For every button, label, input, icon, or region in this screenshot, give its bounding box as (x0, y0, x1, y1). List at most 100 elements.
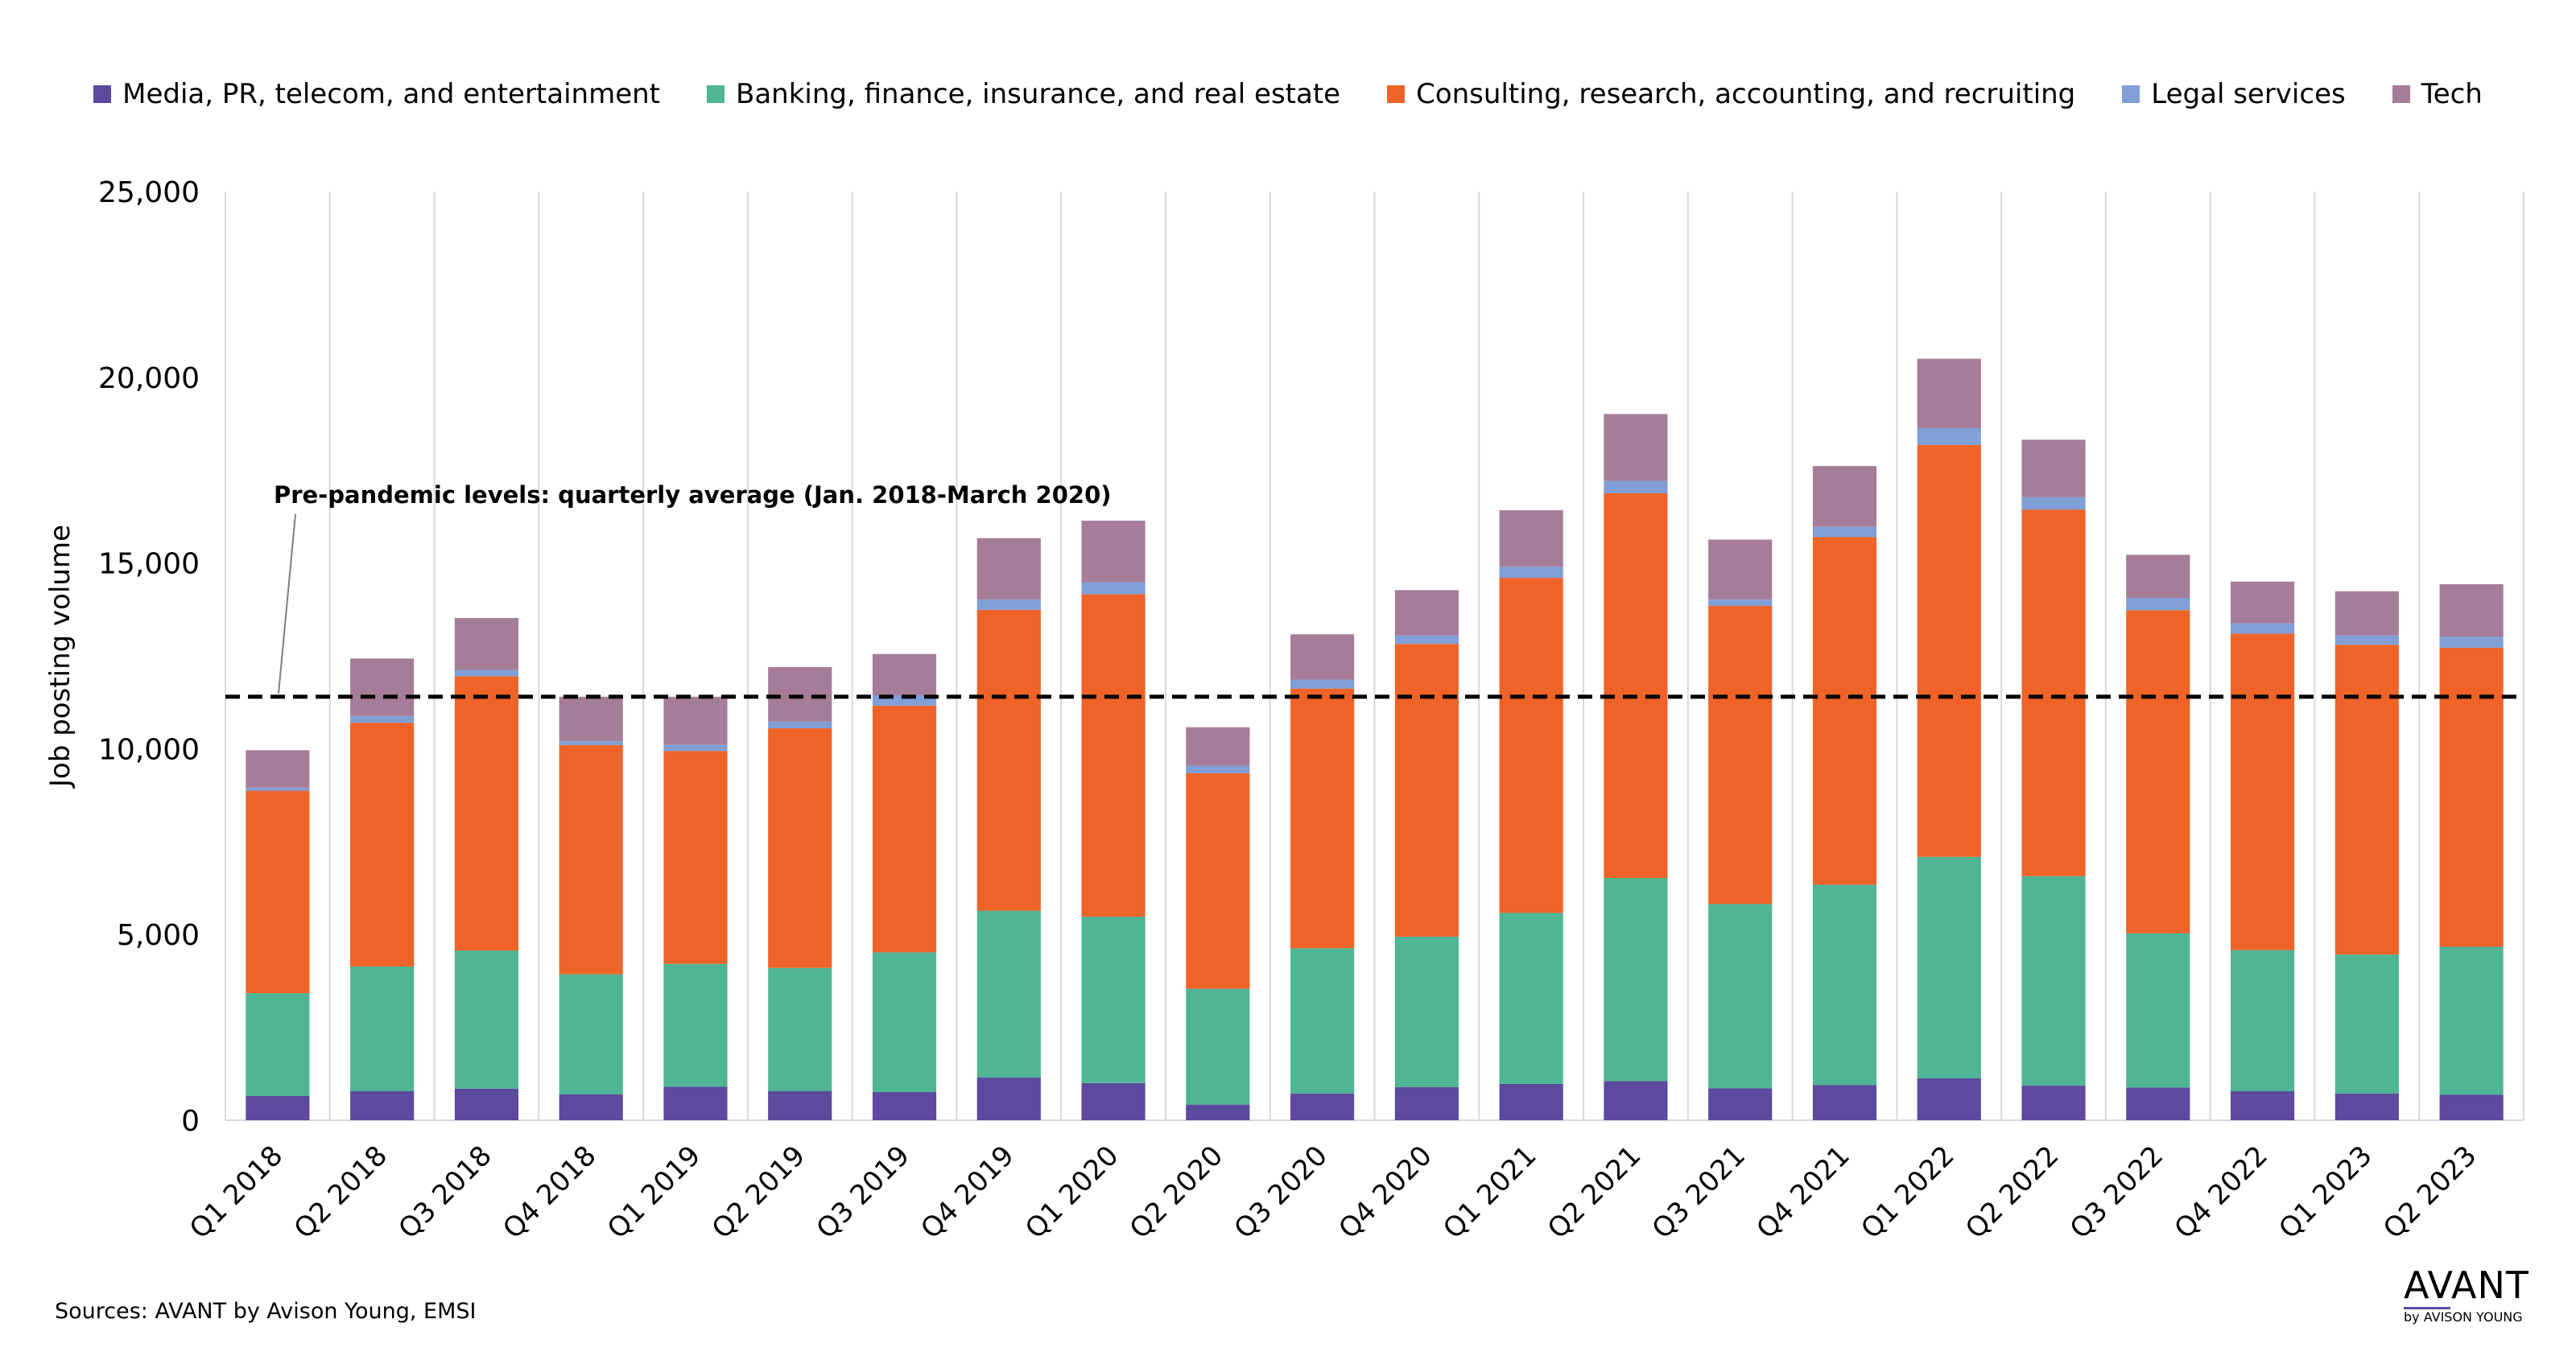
bar-segment (559, 974, 623, 1094)
legend-item: Legal services (2122, 78, 2346, 110)
bar-segment (559, 696, 623, 742)
bar-segment (2230, 633, 2295, 950)
bar-segment (2439, 647, 2504, 947)
logo-underline (2404, 1307, 2450, 1309)
x-tick-label: Q3 2022 (2064, 1140, 2169, 1245)
legend-label: Media, PR, telecom, and entertainment (122, 78, 661, 110)
x-tick-label: Q3 2021 (1646, 1140, 1752, 1245)
bar-segment (1290, 948, 1355, 1094)
bar-segment (2334, 635, 2399, 645)
bar-segment (454, 950, 519, 1089)
bar-segment (768, 666, 832, 722)
x-tick-label: Q3 2020 (1228, 1140, 1334, 1245)
bar-segment (1812, 466, 1877, 527)
bar-segment (1917, 358, 1981, 429)
bar-segment (2230, 950, 2295, 1091)
x-tick-label: Q2 2022 (1959, 1140, 2065, 1245)
bar-segment (1290, 634, 1355, 680)
bar-segment (976, 609, 1041, 911)
bar-segment (1394, 635, 1459, 645)
y-tick-label: 25,000 (98, 176, 200, 209)
bar-segment (1499, 578, 1563, 913)
bars (246, 358, 2504, 1120)
bar-segment (1708, 1088, 1773, 1120)
bar-segment (1290, 1093, 1355, 1120)
bar-segment (872, 705, 937, 953)
bar-segment (1394, 936, 1459, 1087)
bar-segment (559, 741, 623, 745)
bar-segment (1604, 878, 1668, 1082)
x-tick-label: Q1 2022 (1855, 1140, 1960, 1245)
bar-segment (350, 966, 415, 1091)
bar-segment (1394, 590, 1459, 636)
chart-legend: Media, PR, telecom, and entertainment Ban… (0, 74, 2576, 114)
bar-segment (2126, 933, 2190, 1088)
bar-segment (2230, 581, 2295, 624)
x-tick-label: Q4 2022 (2169, 1140, 2274, 1245)
bar-segment (350, 658, 415, 716)
bar-segment (663, 696, 728, 745)
bar-segment (246, 787, 310, 791)
bar-segment (663, 963, 728, 1087)
logo-main-text: AVANT (2404, 1263, 2530, 1307)
bar-segment (246, 750, 310, 788)
bar-segment (1917, 428, 1981, 445)
legend-label: Consulting, research, accounting, and re… (1416, 78, 2076, 110)
x-tick-label: Q2 2018 (288, 1140, 394, 1245)
x-tick-label: Q4 2019 (914, 1140, 1020, 1245)
bar-segment (1812, 537, 1877, 885)
legend-item: Tech (2392, 78, 2483, 110)
logo-sub-text: by AVISON YOUNG (2404, 1309, 2523, 1325)
bar-segment (976, 599, 1041, 610)
bar-segment (1604, 480, 1668, 493)
bar-segment (1290, 679, 1355, 689)
x-tick-label: Q4 2018 (497, 1140, 602, 1245)
bar-segment (1499, 510, 1563, 567)
bar-segment (1186, 773, 1250, 989)
bar-segment (1081, 582, 1146, 595)
bar-segment (663, 1086, 728, 1120)
legend-swatch (2122, 85, 2140, 103)
y-tick-label: 0 (181, 1105, 200, 1138)
x-tick-label: Q1 2021 (1437, 1140, 1542, 1245)
bar-segment (454, 676, 519, 951)
bar-segment (768, 728, 832, 968)
x-tick-label: Q1 2018 (184, 1140, 289, 1245)
x-tick-label: Q1 2023 (2273, 1140, 2378, 1245)
y-tick-label: 10,000 (98, 733, 200, 766)
bar-segment (2021, 509, 2086, 876)
bar-segment (768, 1090, 832, 1120)
bar-segment (663, 744, 728, 752)
bar-segment (246, 790, 310, 994)
bar-segment (2439, 583, 2504, 637)
bar-segment (1604, 493, 1668, 879)
bar-segment (2126, 1087, 2190, 1120)
x-tick-label: Q3 2018 (392, 1140, 497, 1245)
x-tick-label: Q4 2020 (1332, 1140, 1438, 1245)
bar-segment (1081, 520, 1146, 583)
bar-segment (976, 910, 1041, 1078)
legend-item: Banking, finance, insurance, and real es… (707, 78, 1340, 110)
bar-segment (1499, 1083, 1563, 1120)
bar-segment (350, 723, 415, 967)
bar-segment (1499, 567, 1563, 579)
bar-segment (2230, 1090, 2295, 1120)
bar-segment (1812, 526, 1877, 538)
bar-segment (1812, 884, 1877, 1086)
bar-segment (2439, 1094, 2504, 1120)
bar-segment (350, 715, 415, 723)
bar-segment (1186, 988, 1250, 1105)
bar-segment (872, 1091, 937, 1120)
bar-segment (1604, 414, 1668, 481)
bar-segment (1917, 444, 1981, 857)
bar-segment (1290, 688, 1355, 949)
bar-segment (2126, 610, 2190, 934)
reference-leader-line (278, 513, 296, 694)
bar-segment (976, 538, 1041, 600)
bar-segment (1394, 1086, 1459, 1120)
reference-line-label: Pre-pandemic levels: quarterly average (… (274, 481, 1112, 509)
bar-segment (2334, 591, 2399, 636)
bar-segment (454, 1088, 519, 1120)
legend-label: Legal services (2151, 78, 2346, 110)
